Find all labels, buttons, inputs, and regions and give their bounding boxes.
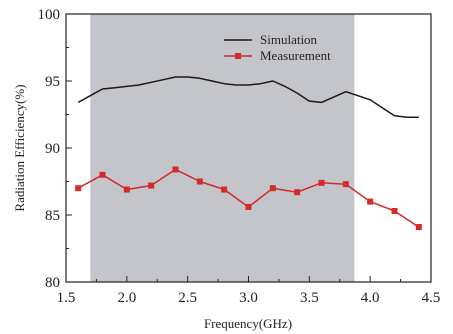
legend-simulation-label: Simulation [260,32,318,47]
simulation-series-line [77,76,419,118]
measurement-data-point [342,181,349,188]
measurement-data-point [99,171,106,178]
y-tick-label: 100 [38,7,61,23]
y-tick-label: 90 [45,141,60,157]
y-axis-title: Radiation Efficiency(%) [12,84,27,211]
legend: Simulation Measurement [224,32,331,63]
x-tick-label: 1.5 [57,290,76,306]
y-tick-label: 95 [45,74,60,90]
measurement-data-point [75,185,82,192]
measurement-data-point [367,198,374,205]
measurement-data-point [294,189,301,196]
measurement-data-point [221,186,228,193]
legend-measurement-marker [235,53,241,59]
measurement-data-point [123,186,130,193]
measurement-data-point [148,182,155,189]
axis-ticks: 1.5 2.0 2.5 3.0 3.5 4.0 4.5 80 85 90 95 100 [38,7,441,306]
x-tick-label: 3.0 [239,290,258,306]
measurement-data-point [318,179,325,186]
measurement-data-point [269,185,276,192]
x-tick-label: 2.5 [178,290,197,306]
measurement-data-point [245,203,252,210]
shaded-frequency-band [90,14,355,282]
measurement-data-point [391,207,398,214]
legend-measurement-label: Measurement [260,48,331,63]
x-axis-title: Frequency(GHz) [204,316,292,331]
x-tick-label: 4.0 [361,290,380,306]
series-layer [75,76,422,231]
measurement-data-point [415,224,422,231]
measurement-data-point [172,166,179,173]
x-tick-label: 3.5 [300,290,319,306]
y-tick-label: 85 [45,208,60,224]
y-tick-label: 80 [45,275,60,291]
x-tick-label: 4.5 [422,290,441,306]
x-tick-label: 2.0 [117,290,136,306]
measurement-data-point [196,178,203,185]
